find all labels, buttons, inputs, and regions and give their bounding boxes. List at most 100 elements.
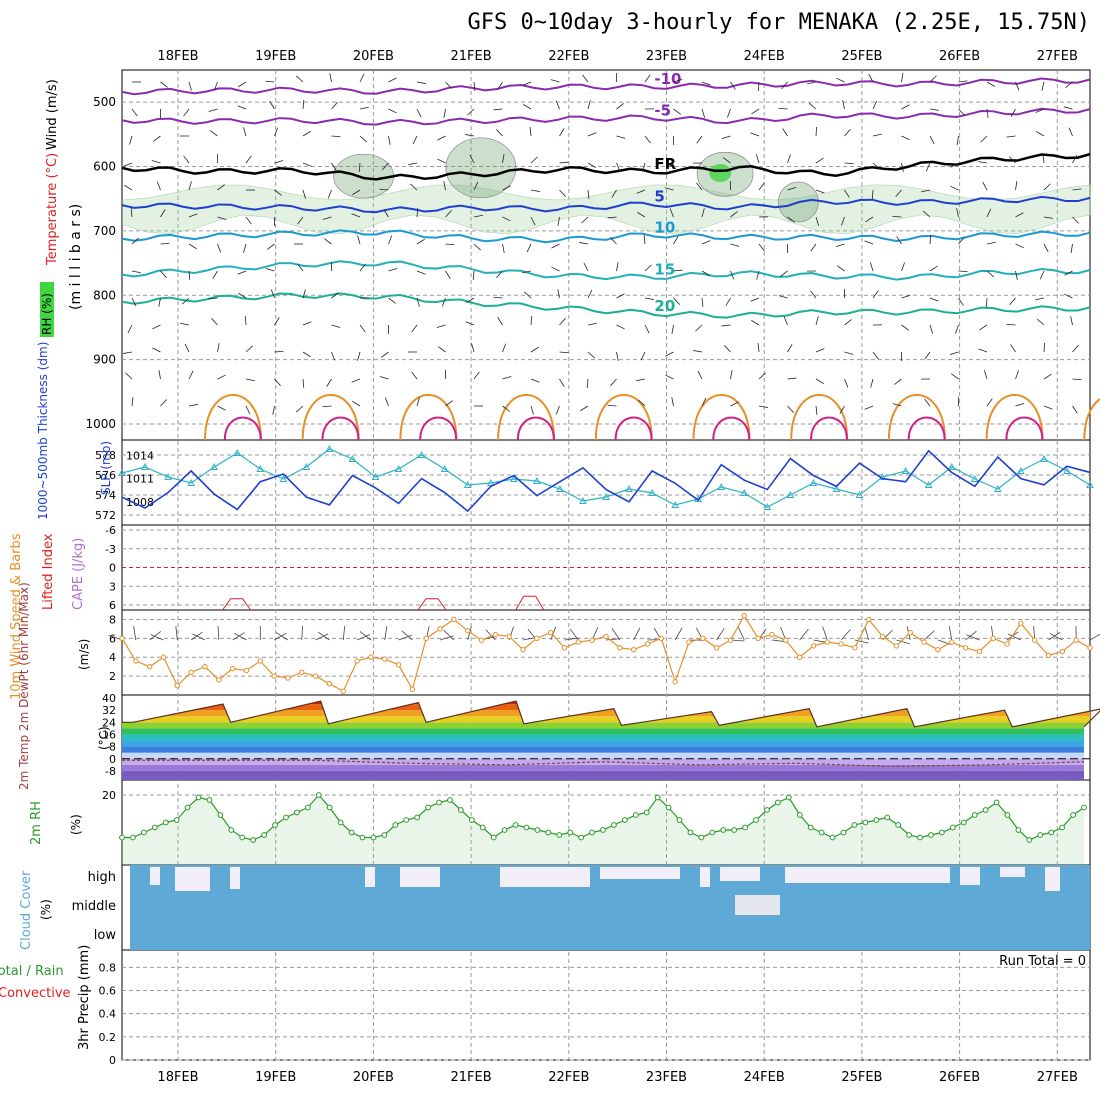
thickness-point [1040,454,1048,462]
rh2m-point [479,824,486,831]
wind-barb [530,189,540,192]
wind-barb [123,162,133,167]
wind-barb [237,270,247,275]
wind10-point [866,616,872,623]
wind-barb [359,106,369,110]
temp-tick: 24 [102,716,116,729]
wind-barb [530,405,534,415]
cloud-gap [1045,867,1060,891]
wind-barb [557,216,560,226]
wind-barb [302,351,311,358]
wind-barb [160,81,168,88]
rh2m-point [425,804,431,811]
wind-barb [357,235,361,245]
cloud-level-low: low [94,928,117,943]
rh2m-point [457,807,464,813]
wind10-point [755,635,761,642]
wind-barb [835,243,845,248]
wind-barb [1072,344,1079,353]
wind10-barb [275,632,289,641]
wind-barb [152,324,161,330]
temp-band [122,770,1090,780]
wind-barb [412,135,418,145]
wind-barb [129,135,133,145]
rh2m-point [884,814,891,821]
pressure-tick: 800 [93,288,116,302]
cape-axis-label: CAPE (J/kg) [71,538,86,610]
wind-barb [270,289,275,299]
wind-barb [644,297,654,300]
temp-tick: 32 [102,704,116,717]
cloud-gap [1000,867,1025,877]
temp-band [122,716,1090,723]
wind-barb [416,108,422,118]
wind10-tick: 6 [109,632,116,645]
rh2m-point [283,814,289,821]
slp-axis-label: SLP (mb) [99,441,113,495]
wind-barb [1010,108,1016,117]
wind-barb [616,351,619,361]
wind-barb [673,236,679,245]
wind-barb [1070,316,1073,326]
cloud-gap [365,867,375,887]
wind-barb [473,214,483,218]
cloud-gap [600,867,680,879]
wind-barb [921,189,931,193]
wind-barb [359,135,367,143]
slp-tick: 1014 [126,449,154,462]
wind-barb [302,289,306,299]
wind-barb [551,266,560,272]
wind-barb [445,243,455,246]
wind-barb [329,73,332,83]
wind-barb [722,157,731,164]
wind-barb [530,216,536,226]
wind10-barb [674,627,683,641]
wind-barb [1068,127,1073,137]
wind-barb [212,270,218,279]
wind-barb [782,128,788,137]
temp-band [122,734,1090,741]
wind-barb [1008,156,1016,164]
rh2m-point [228,827,235,833]
wind-barb [331,162,337,171]
wind-barb [245,216,252,225]
wind-barb [756,270,760,280]
precip-tick: 0.6 [99,985,117,998]
wind-barb [1043,183,1051,191]
wind-barb [978,348,988,353]
wind-barb [322,405,332,408]
wind-barb [160,399,167,407]
isotherm-FR [121,152,1091,181]
wind-barb [616,103,624,110]
temp-band [122,758,1090,765]
wind-barb [416,207,419,218]
thickness-point [1017,466,1025,474]
thickness-point [325,444,334,452]
wind-barb [183,108,190,117]
wind-barb [758,372,766,380]
slp-tick: 1008 [126,496,154,509]
wind10-barb [217,625,220,641]
wind10-point [119,635,125,642]
wind-barb [701,397,707,407]
wind-barb [265,268,275,272]
rh2m-point [643,809,650,816]
surface-contour [790,394,849,441]
wind-barb [616,293,625,299]
thickness-point [648,488,656,496]
wind-barb [1015,212,1024,218]
rh2m-point [709,829,716,836]
wind-barb [131,397,134,407]
temp-tick: 40 [102,692,116,705]
wind-barb [471,343,475,353]
wind10-point [1031,637,1038,643]
wind10-axis-label: 10m Wind Speed & Barbs [9,533,24,700]
wind-barb [238,292,247,299]
temp-band [122,722,1090,729]
rh-axis-label: RH (%) [40,293,54,335]
wind-barb [188,404,198,407]
thickness-point [210,462,219,470]
thickness-point [233,448,242,456]
wind-barb [787,405,794,413]
wind-barb [436,324,446,328]
